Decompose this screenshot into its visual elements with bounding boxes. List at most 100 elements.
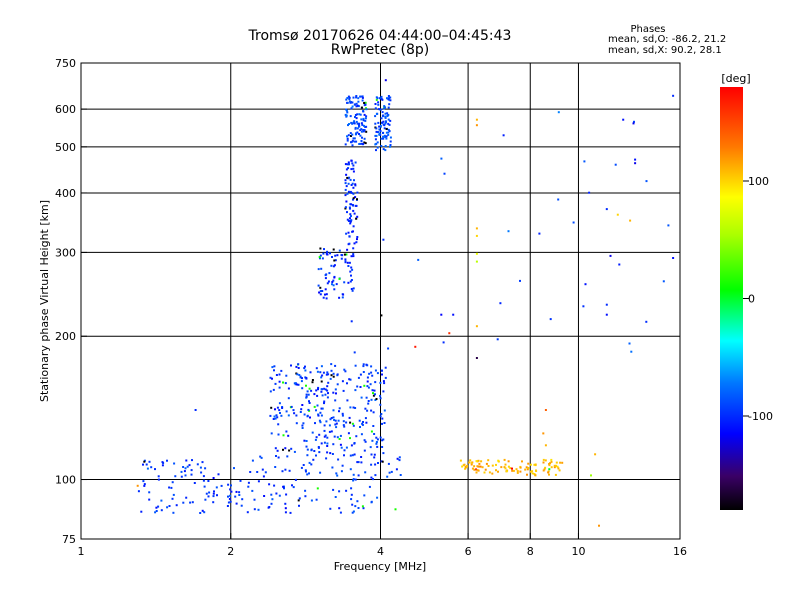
echo-point bbox=[349, 468, 352, 471]
echo-point bbox=[350, 255, 353, 258]
echo-point bbox=[284, 511, 287, 514]
echo-point bbox=[378, 133, 381, 136]
echo-point bbox=[157, 475, 160, 478]
echo-point bbox=[312, 458, 315, 461]
echo-point bbox=[389, 99, 392, 102]
echo-point bbox=[174, 475, 177, 478]
echo-point bbox=[376, 146, 379, 149]
echo-point bbox=[154, 511, 157, 514]
echo-point bbox=[338, 507, 341, 510]
echo-point bbox=[381, 98, 384, 101]
echo-point bbox=[338, 277, 341, 280]
y-tick-label: 600 bbox=[55, 103, 76, 116]
echo-point bbox=[332, 248, 335, 251]
echo-point bbox=[500, 466, 503, 469]
echo-point bbox=[394, 508, 397, 511]
echo-point bbox=[358, 143, 361, 145]
echo-point bbox=[154, 468, 156, 471]
echo-point bbox=[363, 113, 366, 116]
echo-point bbox=[375, 112, 378, 115]
echo-point bbox=[277, 433, 280, 436]
echo-point bbox=[275, 374, 278, 376]
echo-point bbox=[302, 422, 305, 425]
echo-point bbox=[345, 253, 348, 256]
echo-point bbox=[388, 103, 391, 106]
echo-point bbox=[330, 417, 333, 419]
echo-point bbox=[335, 422, 338, 425]
echo-point bbox=[296, 373, 299, 376]
echo-point bbox=[327, 392, 329, 395]
colorbar-tick-label: 0 bbox=[748, 293, 755, 306]
echo-point bbox=[342, 420, 345, 423]
echo-point bbox=[314, 438, 317, 441]
echo-point bbox=[315, 409, 317, 412]
echo-point bbox=[315, 436, 318, 439]
echo-point bbox=[417, 258, 420, 261]
echo-point bbox=[380, 117, 383, 120]
echo-point bbox=[362, 142, 365, 145]
stats-x-mode: mean, sd,X: 90.2, 28.1 bbox=[608, 45, 722, 56]
echo-point bbox=[371, 374, 374, 377]
echo-point bbox=[284, 502, 287, 505]
echo-point bbox=[361, 422, 364, 425]
echo-point bbox=[351, 289, 354, 292]
echo-point bbox=[297, 383, 300, 386]
echo-point bbox=[483, 471, 486, 474]
echo-point bbox=[389, 119, 392, 122]
echo-point bbox=[278, 409, 281, 412]
echo-point bbox=[310, 499, 313, 502]
echo-point bbox=[350, 135, 352, 137]
echo-point bbox=[142, 480, 145, 483]
echo-point bbox=[358, 113, 361, 116]
echo-point bbox=[196, 463, 199, 466]
echo-point bbox=[322, 371, 325, 374]
echo-point bbox=[352, 478, 355, 481]
echo-point bbox=[516, 470, 519, 473]
echo-point bbox=[323, 435, 326, 438]
echo-point bbox=[304, 365, 306, 368]
echo-point bbox=[354, 161, 357, 164]
echo-point bbox=[352, 253, 355, 256]
echo-point bbox=[301, 424, 304, 427]
echo-point bbox=[553, 466, 556, 469]
echo-point bbox=[525, 466, 528, 469]
echo-point bbox=[326, 250, 329, 253]
echo-point bbox=[334, 364, 337, 367]
echo-point bbox=[339, 443, 342, 446]
echo-point bbox=[353, 212, 356, 215]
echo-point bbox=[345, 168, 348, 171]
echo-point bbox=[199, 512, 202, 514]
echo-point bbox=[352, 192, 355, 195]
echo-point bbox=[381, 422, 383, 425]
echo-point bbox=[353, 137, 356, 140]
echo-point bbox=[351, 422, 354, 425]
echo-point bbox=[332, 409, 335, 412]
echo-point bbox=[351, 122, 354, 125]
echo-point bbox=[349, 101, 352, 104]
echo-point bbox=[388, 96, 391, 99]
echo-point bbox=[345, 173, 348, 176]
echo-point bbox=[354, 114, 357, 116]
echo-point bbox=[374, 399, 377, 401]
echo-point bbox=[356, 191, 359, 194]
echo-point bbox=[385, 135, 388, 138]
echo-point bbox=[251, 489, 254, 492]
echo-point bbox=[213, 490, 215, 493]
echo-point bbox=[479, 465, 482, 468]
echo-point bbox=[343, 425, 346, 428]
echo-point bbox=[148, 460, 151, 463]
echo-point bbox=[352, 247, 355, 250]
echo-point bbox=[333, 276, 336, 279]
echo-point bbox=[348, 242, 351, 245]
echo-point bbox=[349, 421, 352, 424]
echo-point bbox=[344, 370, 347, 373]
echo-point bbox=[344, 260, 347, 263]
echo-point bbox=[354, 407, 357, 409]
echo-point bbox=[329, 377, 332, 380]
echo-point bbox=[304, 469, 307, 472]
x-tick-label: 16 bbox=[673, 545, 687, 558]
echo-point bbox=[377, 131, 379, 134]
echo-point bbox=[269, 376, 272, 379]
echo-point bbox=[365, 108, 368, 111]
echo-point bbox=[357, 105, 360, 108]
